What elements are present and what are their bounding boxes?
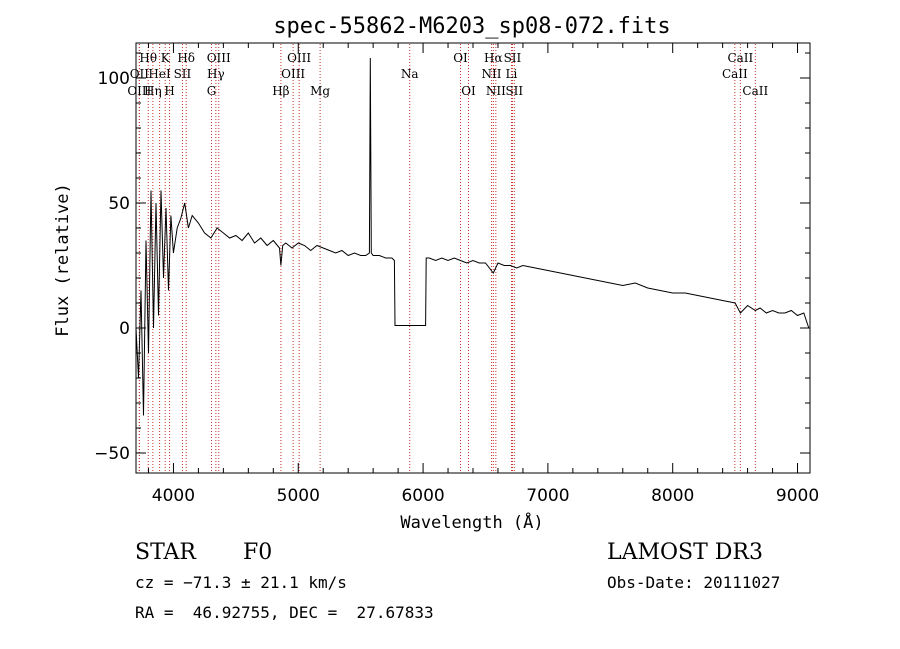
- spectral-line-label: K: [161, 51, 171, 65]
- spectral-line-label: Hθ: [139, 51, 157, 65]
- coordinates-text: RA = 46.92755, DEC = 27.67833: [135, 603, 434, 622]
- spectral-line-label: OI: [453, 51, 468, 65]
- spectral-line-label: SII: [504, 51, 522, 65]
- spectrum-chart: spec-55862-M6203_sp08-072.fits Hθ OII OIII…: [53, 14, 819, 533]
- spectral-line-label: OI: [461, 84, 476, 98]
- y-tick-label: −50: [94, 444, 130, 464]
- y-axis-label: Flux (relative): [53, 183, 73, 337]
- spectral-line-label: CaII: [727, 51, 753, 65]
- plot-frame: [135, 42, 811, 474]
- x-tick-label: 7000: [526, 486, 569, 506]
- x-tick-label: 4000: [152, 486, 195, 506]
- axis-ticks: 4000 5000 6000 7000 8000 9000 −50 0 50 100: [94, 43, 819, 506]
- spectral-line-labels: Hθ OII OIII K HeI Hη H Hδ SII OIII Hγ G OIII OIII Hβ Mg…: [127, 51, 768, 98]
- flux-series-line: [135, 57, 810, 416]
- object-class: STAR: [135, 540, 196, 565]
- obs-date-text: Obs-Date: 20111027: [607, 573, 781, 592]
- x-tick-label: 9000: [776, 486, 819, 506]
- spectral-line-label: Hβ: [272, 84, 289, 98]
- spectral-line-label: OIII: [287, 51, 311, 65]
- spectral-line-label: Hγ: [207, 67, 225, 81]
- spectral-line-label: Mg: [310, 84, 330, 98]
- object-subclass: F0: [243, 540, 273, 565]
- spectral-line-label: H: [164, 84, 174, 98]
- spectral-line-label: SII: [505, 84, 523, 98]
- x-axis-label: Wavelength (Å): [400, 511, 543, 533]
- spectral-line-label: Hη: [144, 84, 162, 98]
- survey-name: LAMOST DR3: [607, 540, 763, 565]
- spectral-line-label: CaII: [742, 84, 768, 98]
- spectral-line-label: Na: [401, 67, 419, 81]
- spectral-line-label: OIII: [127, 84, 151, 98]
- spectral-line-label: SII: [174, 67, 192, 81]
- y-tick-label: 50: [108, 194, 130, 214]
- x-tick-label: 5000: [277, 486, 320, 506]
- redshift-text: cz = −71.3 ± 21.1 km/s: [135, 573, 347, 592]
- spectral-line-label: OII: [130, 67, 150, 81]
- chart-title: spec-55862-M6203_sp08-072.fits: [273, 14, 670, 39]
- spectral-line-label: NII: [481, 67, 501, 81]
- x-tick-label: 8000: [651, 486, 694, 506]
- spectral-line-label: Hα: [484, 51, 503, 65]
- spectral-line-label: G: [207, 84, 217, 98]
- y-tick-label: 0: [119, 319, 130, 339]
- spectral-line-label: CaII: [722, 67, 748, 81]
- spectral-line-markers: [138, 44, 756, 472]
- x-tick-label: 6000: [401, 486, 444, 506]
- spectral-line-label: OIII: [207, 51, 231, 65]
- spectral-line-label: OIII: [281, 67, 305, 81]
- spectral-line-label: NII: [486, 84, 506, 98]
- y-tick-label: 100: [98, 69, 130, 89]
- spectral-line-label: Hδ: [177, 51, 195, 65]
- spectral-line-label: HeI: [148, 67, 171, 81]
- spectral-line-label: Li: [506, 67, 518, 81]
